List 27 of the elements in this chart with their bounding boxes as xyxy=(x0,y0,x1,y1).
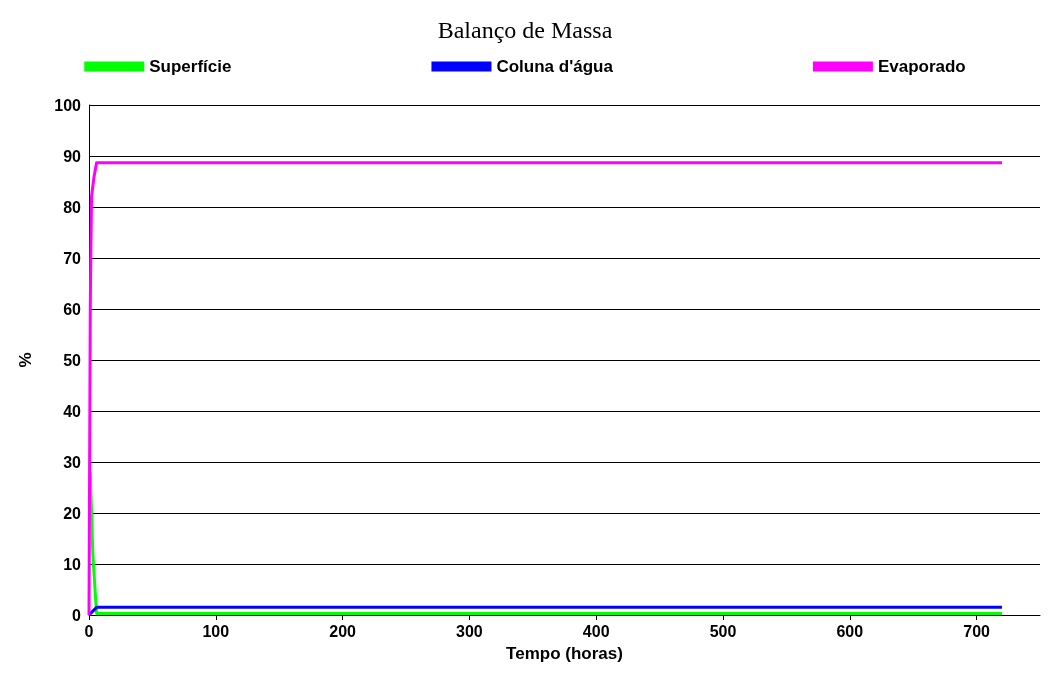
x-tick-label: 200 xyxy=(329,622,357,640)
y-tick-label: 20 xyxy=(63,504,82,522)
line-series xyxy=(88,470,1004,615)
legend-label: Evaporado xyxy=(877,57,966,76)
x-tick-label: 0 xyxy=(84,622,94,640)
y-tick-label: 40 xyxy=(63,402,82,420)
x-tick-label: 600 xyxy=(836,622,864,640)
x-tick-label: 700 xyxy=(963,622,991,640)
x-axis-title: Tempo (horas) xyxy=(506,644,623,663)
y-tick-label: 80 xyxy=(63,198,82,216)
y-tick-label: 90 xyxy=(63,147,82,165)
x-tick-label: 100 xyxy=(202,622,230,640)
x-tick-label: 500 xyxy=(709,622,737,640)
y-axis-title: % xyxy=(16,352,35,368)
y-tick-label: 60 xyxy=(63,300,82,318)
y-tick-label: 70 xyxy=(63,249,82,267)
x-tick-label: 300 xyxy=(456,622,483,640)
legend-label: Coluna d'água xyxy=(496,57,614,76)
y-tick-label: 10 xyxy=(63,555,82,573)
chart-title: Balanço de Massa xyxy=(437,17,613,43)
x-tick-label: 400 xyxy=(582,622,610,640)
legend-label: Superfície xyxy=(149,57,232,76)
line-series xyxy=(87,161,1004,617)
y-tick-label: 100 xyxy=(54,96,82,114)
y-tick-label: 30 xyxy=(63,453,82,471)
y-tick-label: 50 xyxy=(63,351,82,369)
y-tick-label: 0 xyxy=(72,606,82,624)
